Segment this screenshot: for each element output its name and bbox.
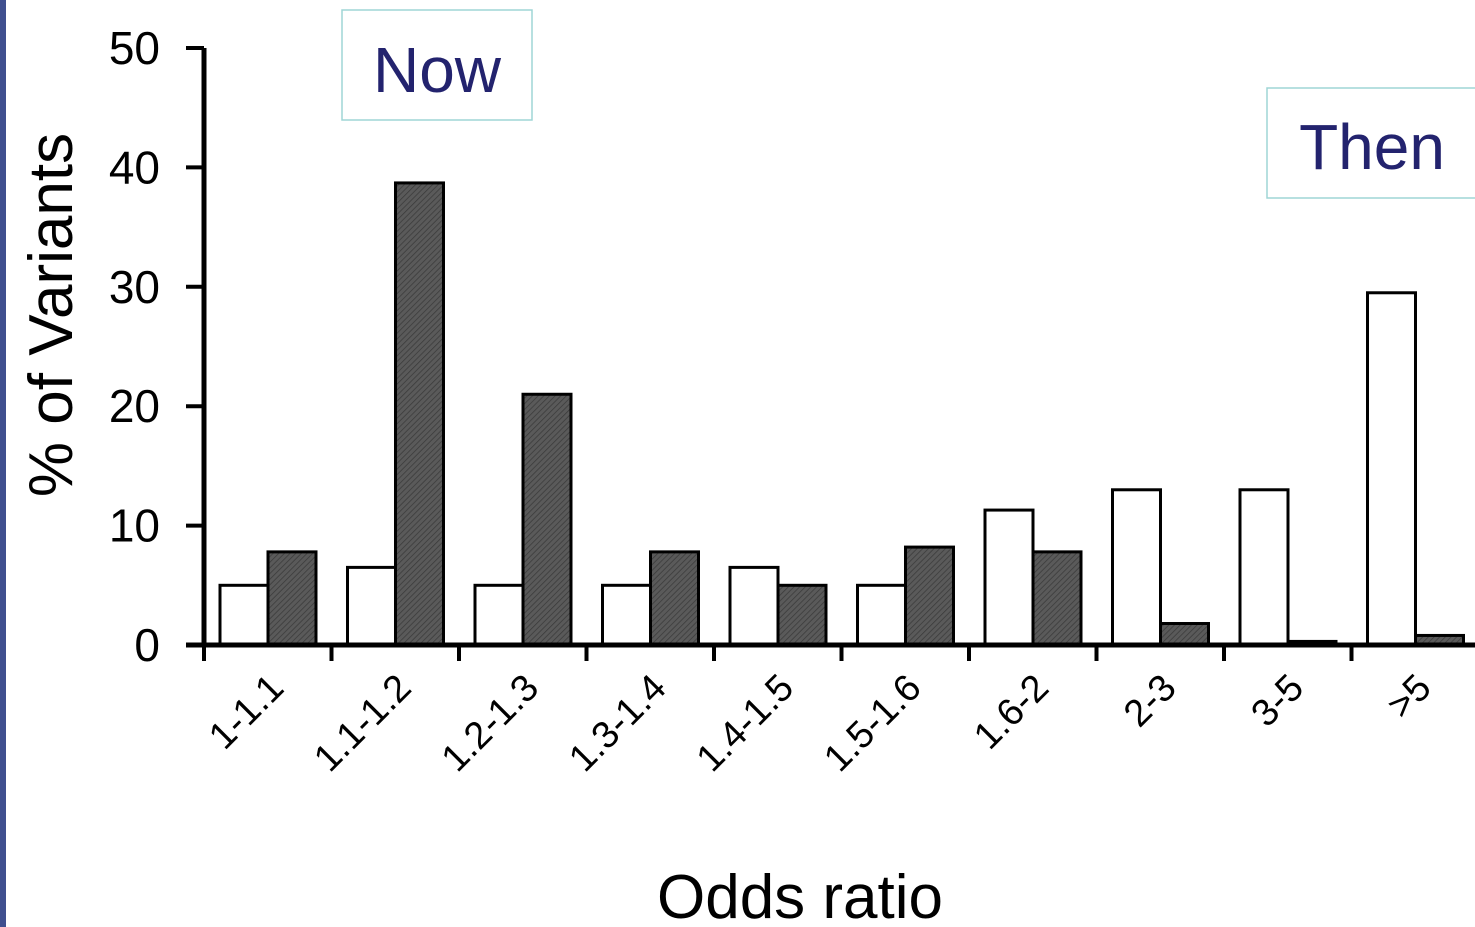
bar-then-2 <box>473 583 525 647</box>
slide-left-border <box>0 0 6 927</box>
y-tick-label-3: 30 <box>109 261 160 313</box>
bar-now-3 <box>649 550 700 647</box>
x-axis-title: Odds ratio <box>657 863 943 927</box>
x-category-label-6: 1.6-2 <box>966 667 1057 758</box>
x-category-label-7: 2-3 <box>1116 667 1185 736</box>
bar-then-7 <box>1111 488 1162 647</box>
bar-now-1 <box>394 181 445 647</box>
y-tick-label-4: 40 <box>109 141 160 193</box>
legend-now: Now <box>341 9 533 121</box>
legend-then-label: Then <box>1299 111 1445 183</box>
x-category-label-2: 1.2-1.3 <box>434 667 547 780</box>
x-category-label-5: 1.5-1.6 <box>816 667 929 780</box>
bar-then-4 <box>728 565 780 647</box>
bar-now-4 <box>776 583 828 647</box>
y-tick-label-5: 50 <box>109 22 160 74</box>
bar-then-3 <box>601 583 652 647</box>
y-tick-label-1: 10 <box>109 500 160 552</box>
legend-then: Then <box>1266 87 1475 199</box>
bar-then-9 <box>1366 291 1417 647</box>
labels-layer: 0 10 20 30 40 50 1-1.1 1.1-1.2 1.2-1.3 1.3-1.4 1.4… <box>109 22 1440 780</box>
y-axis-title: % of Variants <box>17 133 86 497</box>
legend-then-box <box>1266 87 1475 199</box>
x-category-label-4: 1.4-1.5 <box>689 667 802 780</box>
bar-now-6 <box>1031 550 1083 647</box>
bar-then-6 <box>983 508 1035 647</box>
bar-then-8 <box>1238 488 1290 647</box>
bars-layer <box>218 181 1465 647</box>
bar-now-0 <box>266 550 318 647</box>
x-category-label-0: 1-1.1 <box>201 667 292 758</box>
x-category-label-9: >5 <box>1379 667 1439 727</box>
axes-layer <box>186 46 1475 661</box>
bar-then-5 <box>856 583 907 647</box>
legend-now-label: Now <box>373 34 502 106</box>
legend-now-box <box>341 9 533 121</box>
x-category-label-1: 1.1-1.2 <box>306 667 419 780</box>
bar-then-0 <box>218 583 270 647</box>
bar-now-5 <box>904 545 955 647</box>
bar-now-2 <box>521 392 573 647</box>
y-tick-label-2: 20 <box>109 380 160 432</box>
bar-now-7 <box>1159 622 1210 647</box>
bar-then-1 <box>346 565 397 647</box>
x-category-label-8: 3-5 <box>1244 667 1313 736</box>
x-category-label-3: 1.3-1.4 <box>561 667 674 780</box>
y-tick-label-0: 0 <box>134 619 160 671</box>
